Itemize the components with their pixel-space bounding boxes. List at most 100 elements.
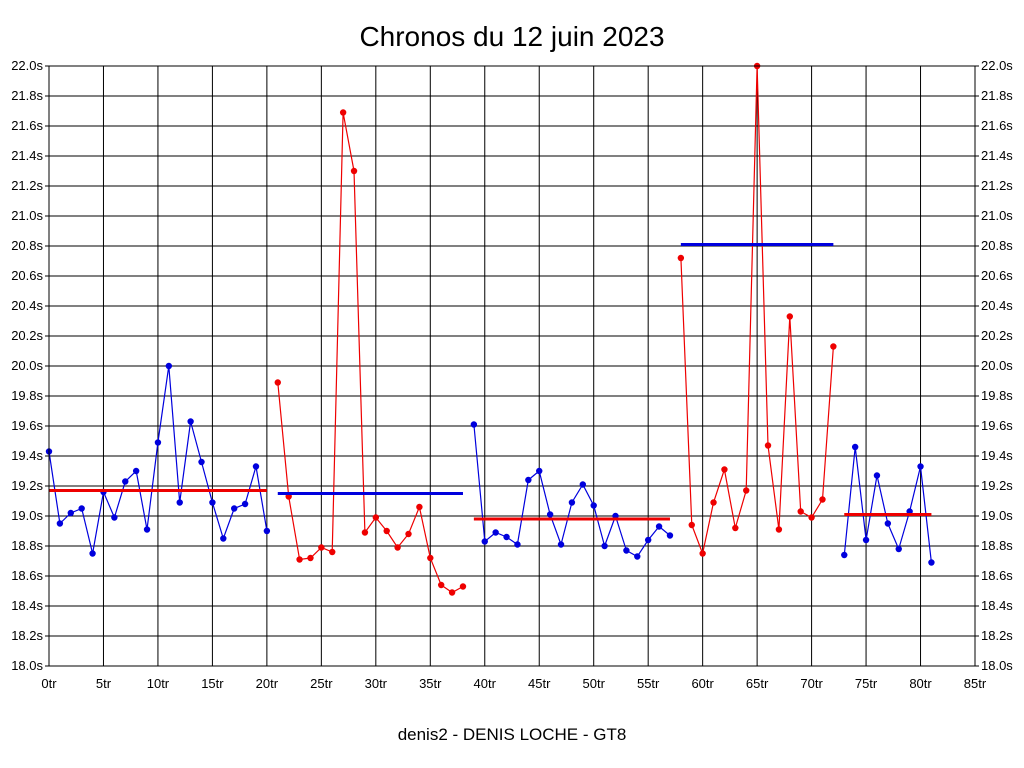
y-tick-label-right: 18.0s <box>981 658 1013 673</box>
y-tick-label-left: 18.6s <box>11 568 43 583</box>
data-point <box>67 509 74 517</box>
y-tick-label-right: 20.2s <box>981 328 1013 343</box>
y-tick-label-left: 21.8s <box>11 88 43 103</box>
data-point <box>132 467 140 475</box>
data-point <box>252 463 260 470</box>
data-point <box>274 379 281 386</box>
data-point <box>786 313 793 320</box>
data-point <box>536 467 543 475</box>
data-point <box>525 476 532 484</box>
y-tick-label-right: 18.4s <box>981 598 1013 613</box>
y-tick-label-left: 19.0s <box>11 508 43 523</box>
y-tick-label-left: 19.2s <box>11 478 43 493</box>
data-point <box>590 502 597 509</box>
data-point <box>154 439 162 446</box>
y-tick-label-right: 21.6s <box>981 118 1013 133</box>
y-tick-label-left: 20.6s <box>11 268 43 283</box>
data-point <box>721 466 728 473</box>
data-point <box>56 520 64 527</box>
data-point <box>427 554 434 562</box>
data-point <box>372 514 380 521</box>
data-point <box>329 548 336 556</box>
data-point <box>688 521 695 529</box>
x-tick-label: 10tr <box>147 676 170 691</box>
x-tick-label: 35tr <box>419 676 442 691</box>
y-tick-label-right: 19.4s <box>981 448 1013 463</box>
data-point <box>339 109 347 116</box>
axis-ticks: 0tr 5tr 10tr 15tr 20tr 25tr 30tr 35tr 40tr 45tr 50… <box>11 58 1013 691</box>
data-point <box>764 442 772 449</box>
data-point <box>873 472 881 479</box>
data-point <box>394 544 401 551</box>
data-point <box>89 550 96 557</box>
data-point <box>78 505 85 512</box>
y-tick-label-right: 21.2s <box>981 178 1013 193</box>
data-point <box>350 167 358 175</box>
data-point <box>928 559 935 566</box>
y-tick-label-left: 21.0s <box>11 208 43 223</box>
data-point <box>644 536 652 544</box>
y-tick-label-right: 19.0s <box>981 508 1013 523</box>
data-point <box>481 538 488 545</box>
plot-frame <box>48 65 976 667</box>
data-point <box>198 458 205 466</box>
y-tick-label-left: 18.4s <box>11 598 43 613</box>
data-point <box>808 514 815 521</box>
x-tick-label: 85tr <box>964 676 987 691</box>
y-tick-label-left: 19.8s <box>11 388 43 403</box>
y-tick-label-right: 19.8s <box>981 388 1013 403</box>
data-point <box>601 542 608 550</box>
y-tick-label-left: 21.2s <box>11 178 43 193</box>
data-point <box>732 524 739 532</box>
data-point <box>895 545 902 553</box>
data-point <box>775 526 783 533</box>
y-tick-label-left: 20.0s <box>11 358 43 373</box>
y-tick-label-right: 21.0s <box>981 208 1013 223</box>
data-point <box>405 530 412 538</box>
data-point <box>743 487 750 494</box>
y-tick-label-left: 20.8s <box>11 238 43 253</box>
y-tick-label-left: 18.2s <box>11 628 43 643</box>
data-point <box>841 551 848 559</box>
y-tick-label-left: 22.0s <box>11 58 43 73</box>
x-tick-label: 40tr <box>474 676 497 691</box>
data-point <box>209 499 216 506</box>
grid <box>48 65 976 667</box>
data-point <box>797 508 804 515</box>
series-group <box>45 62 935 596</box>
data-point <box>503 533 510 541</box>
data-point <box>666 532 674 539</box>
data-point <box>318 544 325 551</box>
data-point <box>361 529 369 536</box>
x-tick-label: 30tr <box>365 676 388 691</box>
y-tick-label-left: 21.6s <box>11 118 43 133</box>
data-point <box>383 527 390 535</box>
x-tick-label: 25tr <box>310 676 333 691</box>
data-point <box>220 535 227 542</box>
y-tick-label-right: 19.2s <box>981 478 1013 493</box>
y-tick-label-left: 18.8s <box>11 538 43 553</box>
data-point <box>165 362 173 370</box>
data-point <box>917 463 924 470</box>
y-tick-label-left: 21.4s <box>11 148 43 163</box>
data-point <box>307 554 314 562</box>
data-point <box>557 541 565 548</box>
y-tick-label-right: 18.6s <box>981 568 1013 583</box>
x-tick-label: 20tr <box>256 676 279 691</box>
x-tick-label: 65tr <box>746 676 769 691</box>
data-point <box>176 499 183 506</box>
x-tick-label: 80tr <box>909 676 932 691</box>
y-tick-label-left: 18.0s <box>11 658 43 673</box>
data-point <box>437 581 445 589</box>
data-point <box>851 443 859 451</box>
y-tick-label-right: 18.2s <box>981 628 1013 643</box>
data-point <box>677 254 685 262</box>
series-2 <box>274 109 467 596</box>
x-tick-label: 75tr <box>855 676 878 691</box>
y-tick-label-right: 20.0s <box>981 358 1013 373</box>
y-tick-label-right: 21.8s <box>981 88 1013 103</box>
data-point <box>122 478 129 485</box>
x-tick-label: 55tr <box>637 676 660 691</box>
data-point <box>187 418 194 425</box>
